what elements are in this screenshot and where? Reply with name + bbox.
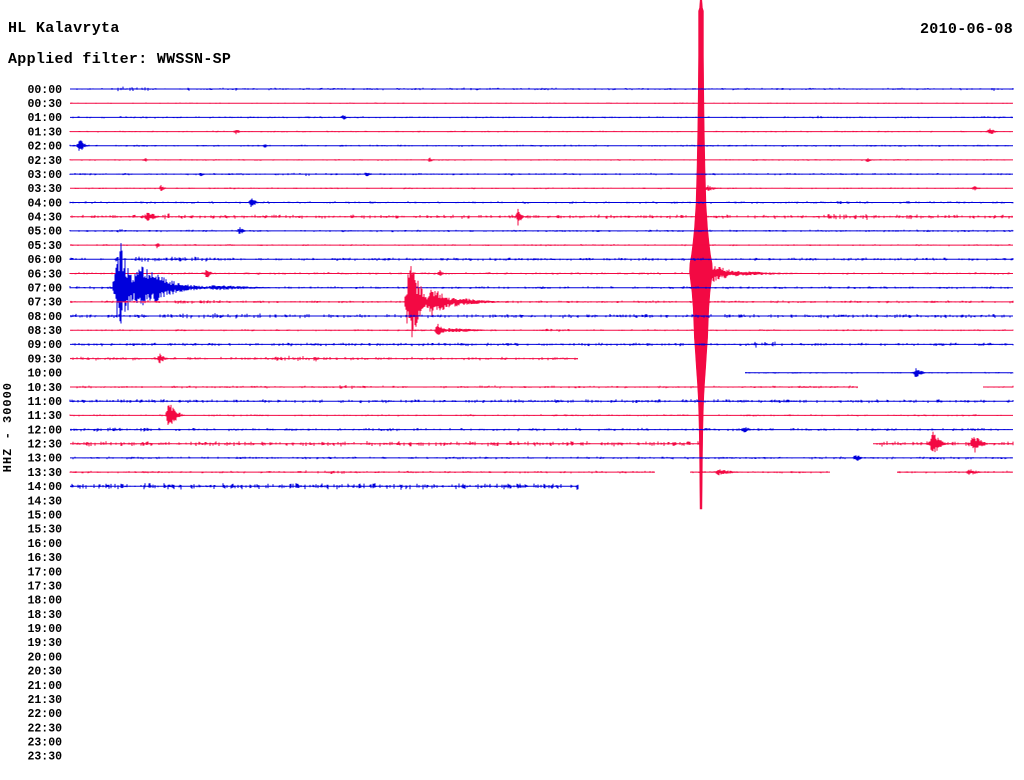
row-time-label: 11:30: [27, 410, 62, 423]
row-time-label: 20:00: [27, 651, 62, 664]
row-time-label: 15:30: [27, 524, 62, 537]
row-time-label: 05:00: [27, 226, 62, 239]
row-time-label: 02:00: [27, 141, 62, 154]
row-time-label: 23:00: [27, 737, 62, 750]
row-time-label: 08:30: [27, 325, 62, 338]
row-time-label: 21:30: [27, 694, 62, 707]
row-time-label: 03:30: [27, 183, 62, 196]
row-time-label: 20:30: [27, 666, 62, 679]
row-time-label: 04:00: [27, 197, 62, 210]
row-time-label: 13:30: [27, 467, 62, 480]
row-time-label: 12:00: [27, 424, 62, 437]
row-time-label: 21:00: [27, 680, 62, 693]
row-time-label: 14:00: [27, 481, 62, 494]
applied-filter-label: Applied filter: WWSSN-SP: [8, 51, 232, 68]
row-time-label: 19:30: [27, 637, 62, 650]
row-time-label: 15:00: [27, 510, 62, 523]
row-time-label: 05:30: [27, 240, 62, 253]
row-time-label: 17:30: [27, 580, 62, 593]
row-time-label: 02:30: [27, 155, 62, 168]
row-time-label: 08:00: [27, 311, 62, 324]
row-time-label: 12:30: [27, 439, 62, 452]
row-time-label: 01:30: [27, 126, 62, 139]
row-time-label: 07:00: [27, 283, 62, 296]
station-title: HL Kalavryta: [8, 20, 120, 37]
row-time-label: 23:30: [27, 751, 62, 764]
row-time-label: 09:00: [27, 339, 62, 352]
row-time-label: 00:30: [27, 98, 62, 111]
row-time-label: 03:00: [27, 169, 62, 182]
row-time-label: 09:30: [27, 353, 62, 366]
row-time-label: 13:00: [27, 453, 62, 466]
row-time-label: 00:00: [27, 84, 62, 97]
row-time-label: 04:30: [27, 212, 62, 225]
row-time-label: 06:00: [27, 254, 62, 267]
row-time-label: 22:00: [27, 708, 62, 721]
row-time-label: 19:00: [27, 623, 62, 636]
row-time-label: 06:30: [27, 268, 62, 281]
row-time-label: 10:00: [27, 368, 62, 381]
row-time-label: 01:00: [27, 112, 62, 125]
row-time-label: 10:30: [27, 382, 62, 395]
row-time-label: 11:00: [27, 396, 62, 409]
row-time-label: 07:30: [27, 297, 62, 310]
row-time-label: 14:30: [27, 495, 62, 508]
row-time-label: 16:30: [27, 552, 62, 565]
row-time-label: 17:00: [27, 566, 62, 579]
record-date: 2010-06-08: [919, 21, 1013, 38]
row-time-label: 16:00: [27, 538, 62, 551]
row-time-label: 18:00: [27, 595, 62, 608]
row-time-label: 18:30: [27, 609, 62, 622]
row-time-label: 22:30: [27, 722, 62, 735]
